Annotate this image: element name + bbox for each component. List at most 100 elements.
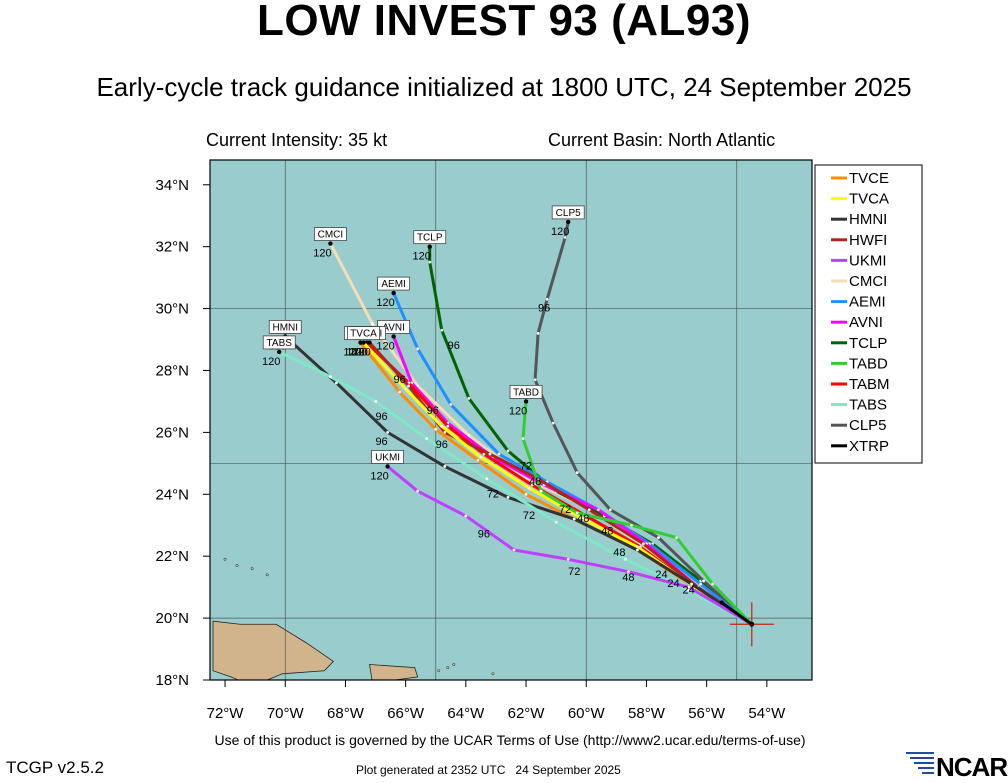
track-point-tvca	[479, 455, 483, 459]
track-end-hour-tvca: 120	[346, 347, 364, 359]
track-point-clp5	[563, 235, 567, 239]
track-end-hour-clp5: 120	[551, 226, 569, 238]
forecast-hour-label: 48	[613, 547, 625, 559]
legend-item-ukmi: UKMI	[831, 252, 887, 269]
track-ukmi	[386, 464, 754, 626]
track-point-tvca	[361, 340, 366, 345]
track-point-tabd	[675, 536, 678, 540]
track-point-ukmi	[385, 464, 390, 469]
track-point-tabs	[277, 349, 282, 355]
track-name-label: CLP5	[556, 208, 581, 219]
lat-tick-label: 26°N	[155, 424, 189, 441]
legend-item-clp5: CLP5	[831, 417, 887, 434]
legend-label: TVCE	[849, 170, 889, 187]
track-point-tclp	[467, 396, 471, 400]
track-point-aemi	[699, 582, 703, 586]
track-end-hour-tabd: 120	[509, 405, 527, 417]
lon-tick-label: 58°W	[628, 705, 666, 722]
legend-label: AEMI	[849, 294, 886, 311]
land-puerto-rico	[369, 664, 419, 680]
lon-tick-label: 72°W	[207, 705, 245, 722]
current-position-marker	[749, 621, 755, 627]
track-point-hmni	[386, 430, 389, 434]
track-point-avni	[596, 508, 600, 512]
track-name-label: UKMI	[375, 452, 400, 463]
track-point-tabs	[554, 520, 558, 524]
forecast-hour-label: 96	[375, 411, 387, 423]
lon-tick-label: 60°W	[568, 705, 606, 722]
track-name-box-aemi: AEMI	[377, 276, 411, 291]
forecast-hour-label: 96	[375, 436, 387, 448]
track-point-tclp	[506, 449, 510, 453]
map-layers: 2424244848484848727272727296969696969696…	[210, 160, 812, 693]
small-island	[437, 669, 441, 673]
map-title: LOW INVEST 93 (AL93)	[256, 0, 752, 45]
track-end-hour-tabm: 120	[349, 347, 367, 359]
track-point-clp5	[565, 219, 571, 225]
track-point-tvce	[358, 340, 363, 345]
track-name-label: AEMI	[381, 279, 405, 290]
legend-label: CLP5	[849, 417, 887, 434]
small-island	[398, 682, 400, 684]
track-point-ukmi	[512, 548, 516, 552]
current-intensity: Current Intensity: 35 kt	[206, 130, 388, 150]
track-point-tabs	[485, 477, 489, 481]
track-point-tvce	[476, 458, 480, 462]
forecast-hour-label: 24	[655, 569, 667, 581]
forecast-hour-label: 72	[520, 461, 532, 473]
track-name-label: AVNI	[382, 322, 405, 333]
terms-of-use-text: Use of this product is governed by the U…	[214, 732, 806, 748]
track-point-clp5	[702, 579, 706, 583]
forecast-hour-label: 96	[478, 529, 490, 541]
small-island	[265, 573, 269, 577]
forecast-hour-label: 48	[577, 513, 589, 525]
track-point-tabs	[425, 437, 429, 440]
track-point-aemi	[449, 403, 453, 406]
track-point-hwfi	[443, 430, 447, 434]
track-point-tvca	[527, 486, 531, 490]
legend-item-tvca: TVCA	[831, 191, 889, 208]
forecast-hour-label: 48	[622, 572, 634, 584]
forecast-hour-label: 72	[487, 488, 499, 500]
small-island	[510, 691, 512, 693]
track-point-clp5	[575, 471, 579, 475]
track-point-tabs	[374, 400, 377, 403]
small-island	[223, 557, 227, 561]
track-point-hmni	[335, 381, 338, 385]
track-point-tabm	[446, 424, 450, 428]
track-point-aemi	[416, 347, 420, 351]
track-point-ukmi	[464, 514, 468, 518]
legend-item-cmci: CMCI	[831, 273, 887, 290]
track-point-tclp	[440, 328, 444, 332]
track-name-box-tclp: TCLP	[413, 230, 447, 245]
lat-tick-label: 30°N	[155, 301, 189, 318]
track-point-clp5	[536, 331, 540, 335]
track-end-hour-ukmi: 120	[370, 470, 388, 482]
legend-label: HMNI	[849, 211, 887, 228]
track-point-tabd	[539, 489, 543, 493]
forecast-hour-label: 96	[436, 439, 448, 451]
legend-label: UKMI	[849, 252, 887, 269]
lon-tick-label: 54°W	[748, 705, 786, 722]
forecast-hour-label: 96	[538, 303, 550, 315]
track-point-tabs	[623, 557, 627, 561]
track-point-tabd	[521, 437, 525, 440]
track-point-tabd	[523, 399, 529, 404]
forecast-hour-label: 72	[559, 504, 571, 516]
track-point-clp5	[608, 508, 612, 512]
track-point-tabd	[630, 523, 633, 527]
track-end-hour-hwfi: 120	[352, 347, 370, 359]
small-island	[452, 663, 456, 666]
small-island	[446, 666, 450, 670]
track-point-tabd	[575, 511, 579, 515]
track-point-hmni	[572, 517, 576, 521]
lon-tick-label: 56°W	[688, 705, 726, 722]
track-point-tvca	[581, 517, 585, 521]
lat-tick-label: 32°N	[155, 239, 189, 256]
track-name-label: TCLP	[417, 233, 443, 244]
legend-item-tvce: TVCE	[831, 170, 889, 187]
track-point-clp5	[533, 378, 537, 382]
legend-item-hwfi: HWFI	[831, 232, 887, 249]
track-point-hwfi	[367, 340, 372, 345]
